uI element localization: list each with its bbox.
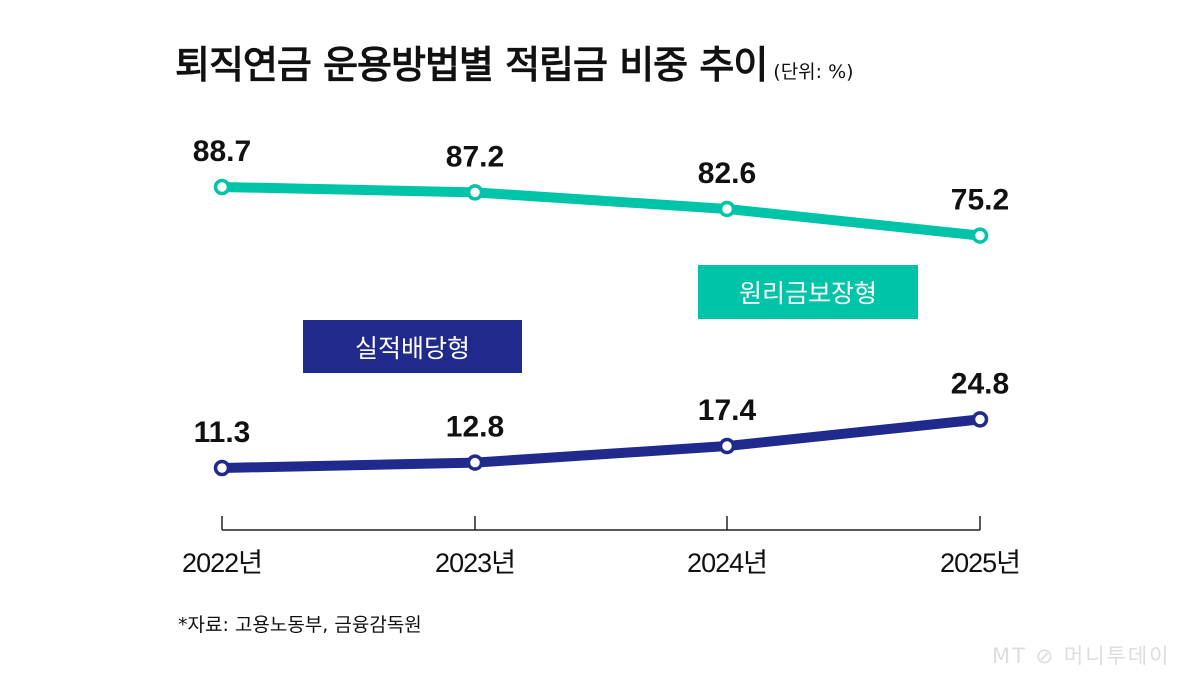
title-text: 퇴직연금 운용방법별 적립금 비중 추이 <box>175 43 768 87</box>
x-tick-label: 2022년 <box>182 548 262 578</box>
x-tick-label: 2023년 <box>435 548 515 578</box>
data-label: 87.2 <box>446 140 504 173</box>
data-point <box>971 411 989 428</box>
data-point <box>466 184 484 201</box>
data-label: 11.3 <box>194 416 251 449</box>
data-label: 17.4 <box>698 394 757 427</box>
data-label: 12.8 <box>446 411 504 444</box>
logo: MT ⊘ 머니투데이 <box>992 644 1171 668</box>
legend-performance-based: 실적배당형 <box>303 320 522 373</box>
data-label: 82.6 <box>698 157 756 190</box>
unit-label: (단위: %) <box>773 61 854 83</box>
data-label: 24.8 <box>951 367 1009 400</box>
data-point <box>466 454 484 471</box>
data-point <box>718 437 736 455</box>
data-label: 75.2 <box>951 184 1009 217</box>
data-point <box>213 178 231 196</box>
data-point <box>718 200 736 218</box>
series-line-0 <box>221 182 981 241</box>
legend-principal-guaranteed: 원리금보장형 <box>698 265 918 319</box>
data-label: 88.7 <box>193 135 251 168</box>
x-tick-label: 2024년 <box>687 548 767 578</box>
data-point <box>971 227 989 244</box>
x-tick-label: 2025년 <box>940 548 1020 578</box>
chart-title: 퇴직연금 운용방법별 적립금 비중 추이 (단위: %) <box>175 34 854 89</box>
series-line-1 <box>221 414 981 473</box>
data-point <box>213 459 231 477</box>
source-note: *자료: 고용노동부, 금융감독원 <box>178 614 422 636</box>
